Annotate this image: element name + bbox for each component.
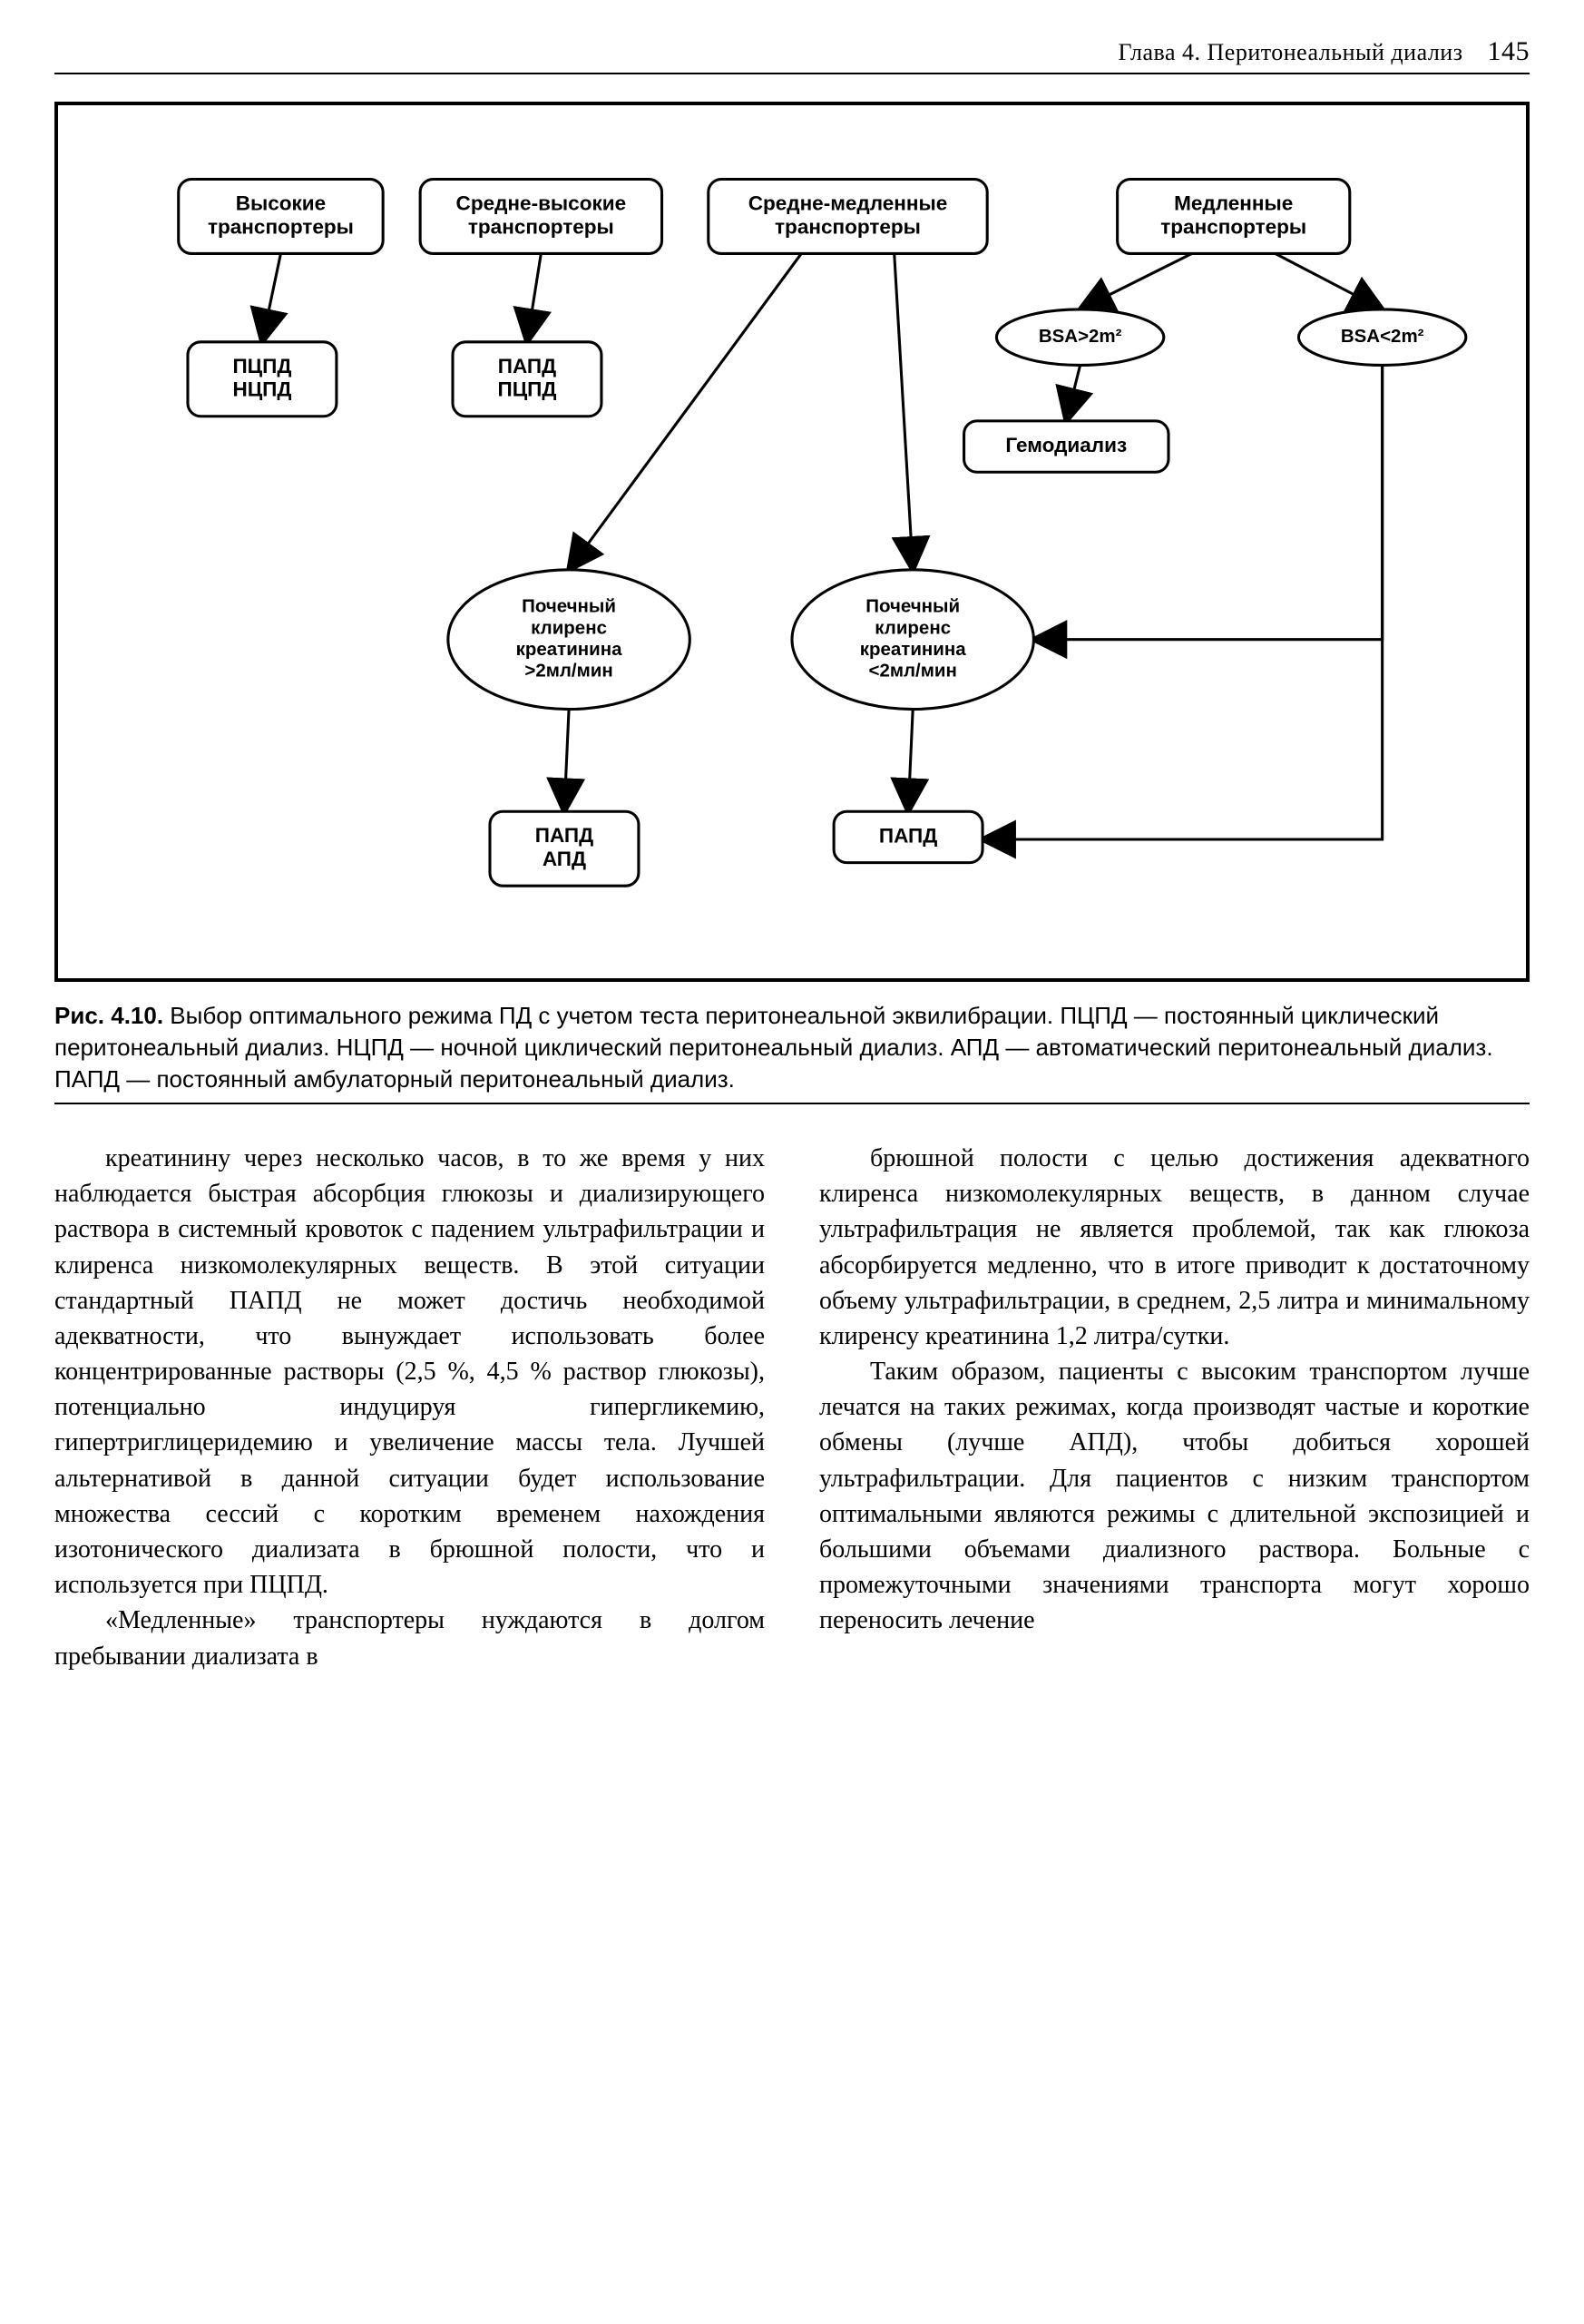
flow-node-label: ПАПД xyxy=(498,355,556,378)
flow-node-label: Средне-высокие xyxy=(456,191,627,214)
flow-edge xyxy=(1066,365,1080,420)
flow-node-label: НЦПД xyxy=(232,378,291,401)
flow-node: ПАПДАПД xyxy=(490,811,639,886)
flow-node: Почечныйклиренскреатинина<2мл/мин xyxy=(792,570,1033,710)
flow-edge xyxy=(1080,253,1192,309)
flow-edge xyxy=(564,710,569,812)
figure-caption-text: Выбор оптимального режима ПД с учетом те… xyxy=(54,1002,1493,1093)
flow-node-label: ПАПД xyxy=(879,824,937,847)
flow-node-label: АПД xyxy=(543,848,586,870)
flow-edge xyxy=(908,710,913,812)
flow-node-label: транспортеры xyxy=(775,215,921,238)
figure-label: Рис. 4.10. xyxy=(54,1002,163,1029)
flow-node: BSA<2m² xyxy=(1298,309,1465,365)
flow-node-label: <2мл/мин xyxy=(869,660,957,681)
flow-node-label: клиренс xyxy=(875,617,951,638)
flow-node: BSA>2m² xyxy=(996,309,1163,365)
flow-node-label: Медленные xyxy=(1174,191,1293,214)
flowchart-frame: ВысокиетранспортерыСредне-высокиетранспо… xyxy=(54,102,1530,982)
flow-node-label: Почечный xyxy=(865,596,960,617)
flow-node: ПАПДПЦПД xyxy=(453,342,601,417)
flow-node-label: BSA>2m² xyxy=(1039,326,1122,347)
flow-node-label: Гемодиализ xyxy=(1005,434,1127,456)
flow-node-label: креатинина xyxy=(860,639,967,660)
flow-node: ПЦПДНЦПД xyxy=(188,342,337,417)
flow-node: Средне-медленныетранспортеры xyxy=(709,179,987,253)
flow-node-label: >2мл/мин xyxy=(524,660,612,681)
flow-node: Почечныйклиренскреатинина>2мл/мин xyxy=(448,570,689,710)
figure-caption: Рис. 4.10. Выбор оптимального режима ПД … xyxy=(54,1000,1530,1104)
body-columns: креатинину через несколько часов, в то ж… xyxy=(54,1141,1530,1674)
flow-node: Высокиетранспортеры xyxy=(179,179,383,253)
flow-node-label: BSA<2m² xyxy=(1341,326,1424,347)
flow-node-label: Почечный xyxy=(522,596,616,617)
flow-node: Гемодиализ xyxy=(964,421,1168,472)
flow-node-label: креатинина xyxy=(516,639,623,660)
flow-node-label: клиренс xyxy=(531,617,607,638)
body-paragraph: Таким образом, пациенты с высоким трансп… xyxy=(819,1354,1530,1639)
flow-node-label: транспортеры xyxy=(468,215,614,238)
flow-edge xyxy=(1276,253,1383,309)
flow-edge xyxy=(527,253,541,341)
flow-node-label: ПАПД xyxy=(535,824,593,847)
body-paragraph: «Медленные» транспортеры нуждаются в дол… xyxy=(54,1603,765,1673)
flow-node: Медленныетранспортеры xyxy=(1118,179,1350,253)
flow-edge xyxy=(1033,365,1382,639)
column-right: брюшной полости с целью достижения адекв… xyxy=(819,1141,1530,1674)
body-paragraph: креатинину через несколько часов, в то ж… xyxy=(54,1141,765,1603)
flowchart-svg: ВысокиетранспортерыСредне-высокиетранспо… xyxy=(76,123,1508,942)
flow-edge xyxy=(262,253,280,341)
page-header: Глава 4. Перитонеальный диализ 145 xyxy=(54,36,1530,74)
chapter-title: Глава 4. Перитонеальный диализ xyxy=(1118,39,1462,65)
column-left: креатинину через несколько часов, в то ж… xyxy=(54,1141,765,1674)
flow-edge xyxy=(895,253,913,569)
flow-edge xyxy=(569,253,801,569)
flow-node: Средне-высокиетранспортеры xyxy=(420,179,661,253)
flow-node-label: ПЦПД xyxy=(498,378,557,401)
flow-node-label: транспортеры xyxy=(1160,215,1306,238)
flow-node: ПАПД xyxy=(834,811,983,862)
page-number: 145 xyxy=(1488,36,1530,66)
flow-node-label: ПЦПД xyxy=(232,355,291,378)
body-paragraph: брюшной полости с целью достижения адекв… xyxy=(819,1141,1530,1354)
flow-node-label: транспортеры xyxy=(208,215,354,238)
flow-node-label: Средне-медленные xyxy=(748,191,948,214)
flow-node-label: Высокие xyxy=(236,191,326,214)
